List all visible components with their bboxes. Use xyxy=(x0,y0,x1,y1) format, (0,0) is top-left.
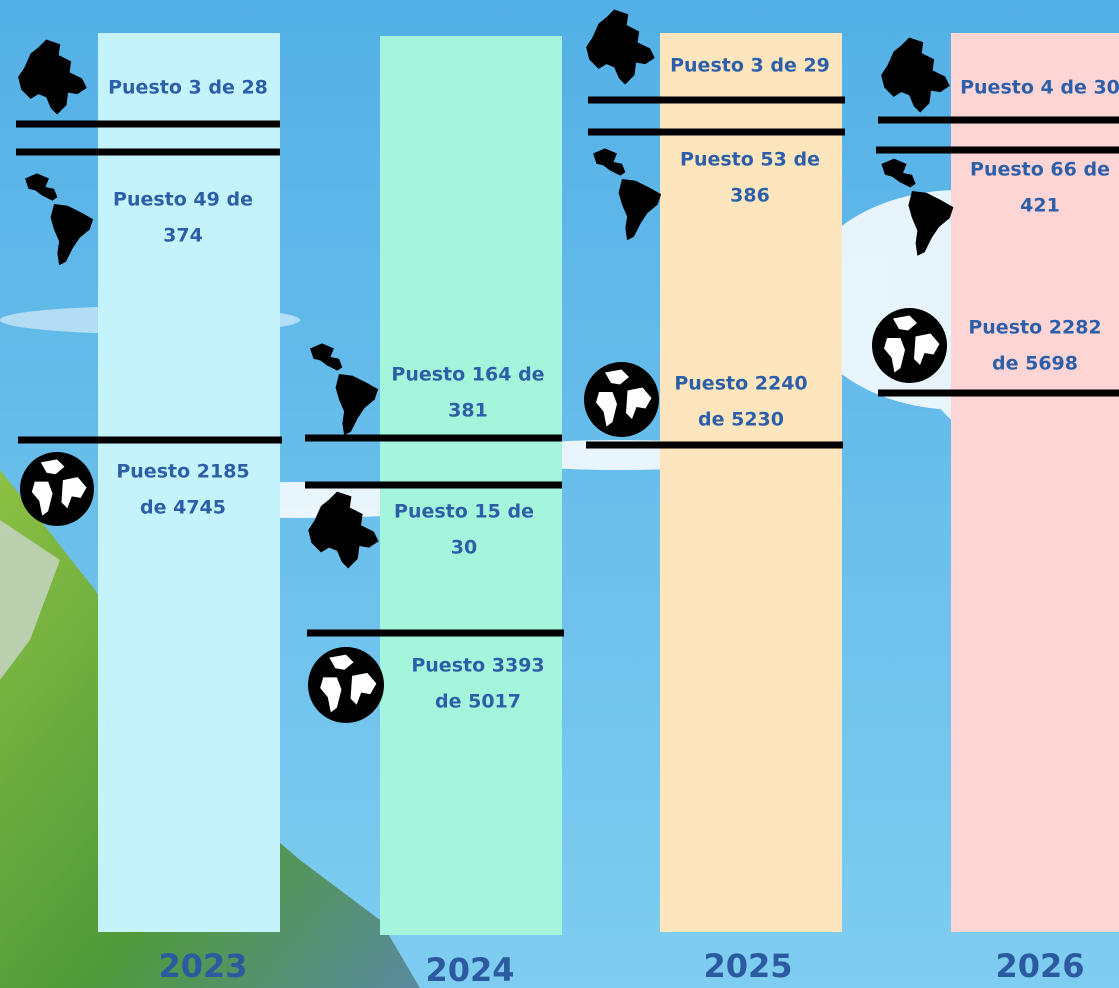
globe xyxy=(308,647,384,723)
year-label: 2025 xyxy=(703,947,792,985)
rank-text: Puesto 4 de 30 xyxy=(960,77,1119,99)
globe-land xyxy=(596,369,652,427)
rank-text: Puesto 2185 xyxy=(116,461,249,483)
rank-text: Puesto 15 de xyxy=(394,501,534,523)
rank-text: Puesto 3393 xyxy=(411,655,544,677)
rank-text: 374 xyxy=(163,225,203,247)
year-label: 2024 xyxy=(425,951,514,988)
globe xyxy=(584,362,659,437)
rank-text: Puesto 2282 xyxy=(968,317,1101,339)
rank-text: de 5017 xyxy=(435,691,521,713)
globe-land xyxy=(31,459,87,516)
icon-am xyxy=(593,148,662,241)
icon-gl xyxy=(872,308,947,383)
icon-co xyxy=(586,9,655,85)
silhouette xyxy=(18,39,87,115)
year-column xyxy=(98,33,280,932)
silhouette xyxy=(310,343,379,436)
rank-text: 421 xyxy=(1020,195,1060,217)
icon-am xyxy=(25,173,94,266)
rank-text: de 5230 xyxy=(698,409,784,431)
rank-text: de 4745 xyxy=(140,497,226,519)
globe-land xyxy=(884,315,940,373)
icon-co xyxy=(18,39,87,115)
silhouette xyxy=(25,173,94,266)
rank-text: Puesto 49 de xyxy=(113,189,253,211)
icon-co xyxy=(308,491,379,569)
content: 2023 Puesto 3 de 28 Puesto 49 de 374 Puesto … xyxy=(16,9,1119,988)
rank-text: Puesto 3 de 29 xyxy=(670,55,830,77)
rank-text: Puesto 66 de xyxy=(970,159,1110,181)
silhouette xyxy=(881,158,954,256)
rank-text: 381 xyxy=(448,400,488,422)
icon-gl xyxy=(584,362,659,437)
rank-text: 386 xyxy=(730,185,770,207)
icon-am xyxy=(310,343,379,436)
year-column xyxy=(660,33,842,932)
rank-text: Puesto 2240 xyxy=(674,373,807,395)
mountain-snow xyxy=(0,520,60,680)
rank-text: Puesto 53 de xyxy=(680,149,820,171)
icon-co xyxy=(881,37,950,113)
year-label: 2026 xyxy=(995,947,1084,985)
rank-text: de 5698 xyxy=(992,353,1078,375)
icon-am xyxy=(881,158,954,256)
icon-gl xyxy=(20,452,94,526)
year-column xyxy=(951,33,1119,932)
year-label: 2023 xyxy=(158,947,247,985)
rank-text: Puesto 164 de xyxy=(391,364,544,386)
icon-gl xyxy=(308,647,384,723)
silhouette xyxy=(308,491,379,569)
globe-land xyxy=(320,654,377,713)
silhouette xyxy=(881,37,950,113)
rank-text: 30 xyxy=(451,537,477,559)
globe xyxy=(20,452,94,526)
rank-text: Puesto 3 de 28 xyxy=(108,77,268,99)
silhouette xyxy=(586,9,655,85)
silhouette xyxy=(593,148,662,241)
globe xyxy=(872,308,947,383)
